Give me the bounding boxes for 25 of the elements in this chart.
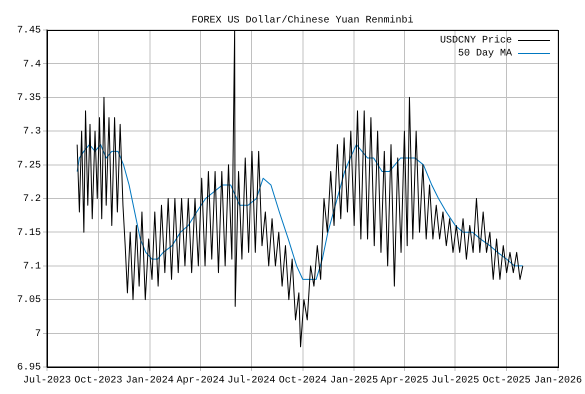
y-tick-label: 7.2 [22,194,41,206]
y-tick-label: 7.4 [22,59,41,70]
legend-label: USDCNY Price [440,34,512,47]
y-tick-label: 7 [34,328,41,340]
y-tick-label: 7.05 [16,295,41,306]
chart-title: FOREX US Dollar/Chinese Yuan Renminbi [191,14,414,27]
legend-label: 50 Day MA [458,48,512,60]
x-tick-label: Jan-2025 [330,376,378,387]
y-tick-label: 7.35 [16,93,41,104]
x-tick-label: Oct-2023 [74,376,122,387]
y-tick-label: 7.25 [16,160,41,172]
x-tick-label: Oct-2024 [278,376,327,387]
x-tick-label: Oct-2025 [482,376,531,387]
y-tick-label: 7.3 [22,126,41,138]
y-tick-label: 6.95 [16,362,41,374]
x-tick-label: Jul-2025 [431,374,480,387]
x-tick-label: Jul-2023 [22,374,72,387]
x-tick-label: Apr-2025 [380,376,428,387]
x-tick-label: Jul-2024 [227,374,276,387]
y-tick-label: 7.45 [16,26,41,37]
y-tick-label: 7.15 [16,228,41,239]
x-tick-label: Apr-2024 [176,376,225,387]
y-tick-label: 7.1 [22,262,41,273]
x-tick-label: Jan-2026 [534,376,582,387]
x-tick-label: Jan-2024 [126,376,174,387]
